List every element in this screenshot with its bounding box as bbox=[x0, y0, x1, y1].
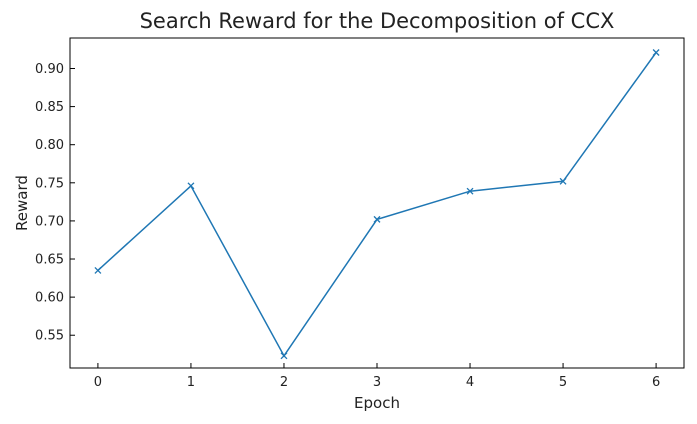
y-tick-label: 0.80 bbox=[35, 138, 64, 153]
data-point bbox=[559, 177, 567, 185]
series-line bbox=[97, 52, 657, 358]
y-axis-label: Reward bbox=[13, 175, 31, 231]
x-axis-label: Epoch bbox=[354, 394, 400, 412]
y-tick-label: 0.70 bbox=[35, 214, 64, 229]
chart-title: Search Reward for the Decomposition of C… bbox=[140, 9, 615, 33]
y-axis: 0.55 0.60 0.65 0.70 0.75 0.80 0.85 0.90 bbox=[35, 62, 75, 344]
y-tick-label: 0.65 bbox=[35, 253, 64, 268]
y-tick-label: 0.85 bbox=[35, 100, 64, 115]
data-point bbox=[187, 182, 195, 190]
data-point bbox=[280, 352, 288, 360]
y-tick-label: 0.75 bbox=[35, 176, 64, 191]
x-tick-label: 0 bbox=[94, 375, 102, 390]
x-tick-label: 1 bbox=[187, 375, 195, 390]
data-point bbox=[94, 266, 102, 274]
data-point bbox=[373, 215, 381, 223]
x-tick-label: 4 bbox=[466, 375, 474, 390]
y-tick-label: 0.55 bbox=[35, 329, 64, 344]
x-axis: 0 1 2 3 4 5 6 bbox=[94, 363, 660, 390]
x-tick-label: 6 bbox=[652, 375, 660, 390]
x-tick-label: 3 bbox=[373, 375, 381, 390]
y-tick-label: 0.90 bbox=[35, 62, 64, 77]
y-tick-label: 0.60 bbox=[35, 291, 64, 306]
data-point bbox=[652, 49, 660, 56]
plot-frame bbox=[69, 37, 685, 369]
x-tick-label: 2 bbox=[280, 375, 288, 390]
data-point bbox=[466, 187, 474, 195]
series-layer bbox=[94, 49, 660, 360]
x-tick-label: 5 bbox=[559, 375, 567, 390]
